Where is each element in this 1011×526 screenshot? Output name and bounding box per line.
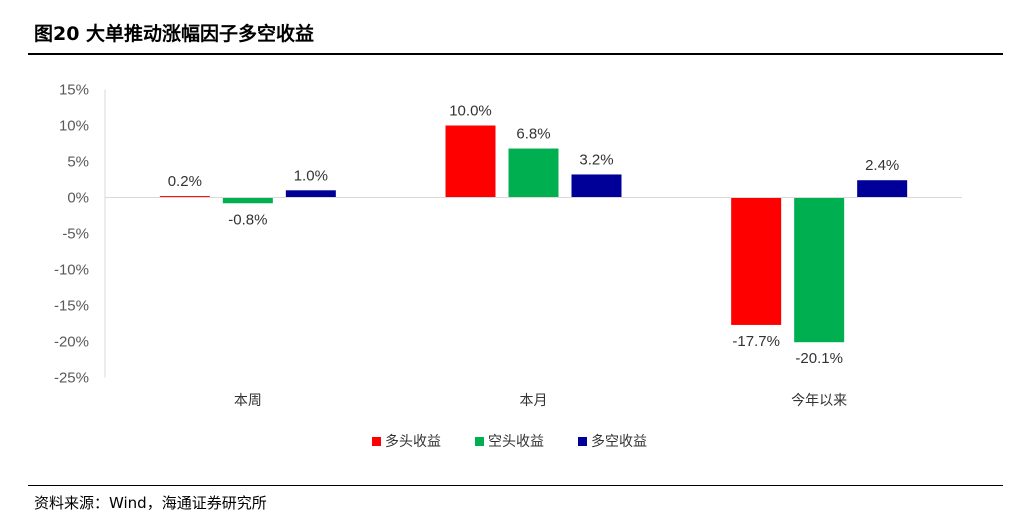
bar-2-2 xyxy=(508,148,559,198)
data-label: 2.4% xyxy=(865,157,899,174)
bar-1-1 xyxy=(159,196,210,198)
legend-label: 多空收益 xyxy=(591,433,647,450)
y-tick-label: 15% xyxy=(59,82,89,99)
x-axis: 本周 本月 今年以来 xyxy=(105,197,962,409)
data-label: -20.1% xyxy=(795,350,843,367)
y-tick-label: -15% xyxy=(54,298,89,315)
title-divider xyxy=(28,53,1003,55)
bar-3-3 xyxy=(857,180,908,198)
x-category-label: 本周 xyxy=(234,393,262,409)
data-label: 1.0% xyxy=(294,167,328,184)
legend-swatch xyxy=(475,437,484,446)
y-tick-label: -5% xyxy=(62,226,89,243)
legend-swatch xyxy=(578,437,587,446)
data-label: 0.2% xyxy=(168,173,202,190)
legend-label: 空头收益 xyxy=(488,434,544,450)
bar-1-3 xyxy=(731,197,782,325)
chart-title: 图20 大单推动涨幅因子多空收益 xyxy=(34,23,315,45)
y-tick-label: -10% xyxy=(54,262,89,279)
footer-divider xyxy=(28,485,1003,486)
data-label: -17.7% xyxy=(732,333,780,350)
y-tick-label: 5% xyxy=(67,154,89,171)
y-tick-label: 10% xyxy=(59,118,89,135)
bar-2-3 xyxy=(794,197,845,343)
source-note: 资料来源：Wind，海通证券研究所 xyxy=(34,494,267,512)
bar-3-2 xyxy=(571,174,622,198)
x-category-label: 今年以来 xyxy=(791,393,847,409)
data-labels: 0.2% -0.8% 1.0% 10.0% 6.8% 3.2% -17.7% -20.1% 2.… xyxy=(168,103,900,368)
data-label: 3.2% xyxy=(579,151,613,168)
y-tick-label: -25% xyxy=(54,370,89,387)
legend-swatch xyxy=(372,437,381,446)
data-label: 10.0% xyxy=(449,103,492,120)
y-tick-label: 0% xyxy=(67,190,89,207)
bar-3-1 xyxy=(285,190,336,198)
legend-label: 多头收益 xyxy=(385,433,441,450)
bar-series xyxy=(159,125,908,343)
data-label: -0.8% xyxy=(228,211,267,228)
y-axis: 15% 10% 5% 0% -5% -10% -15% -20% -25% xyxy=(54,82,106,387)
bar-2-1 xyxy=(222,197,273,204)
legend: 多头收益 空头收益 多空收益 xyxy=(372,433,647,450)
data-label: 6.8% xyxy=(516,126,550,143)
bar-1-2 xyxy=(445,125,496,198)
x-category-label: 本月 xyxy=(520,393,548,409)
y-tick-label: -20% xyxy=(54,334,89,351)
